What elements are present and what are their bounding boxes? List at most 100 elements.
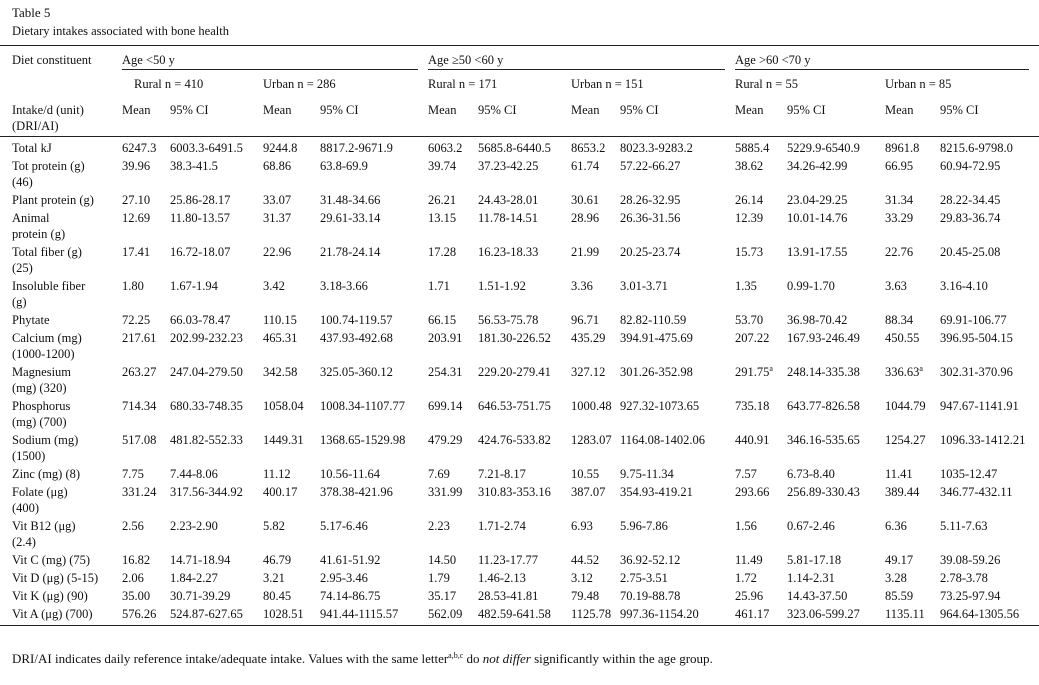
table-cell: 6247.3 xyxy=(122,141,157,155)
table-cell: 643.77-826.58 xyxy=(787,399,860,413)
table-cell: 941.44-1115.57 xyxy=(320,607,399,621)
table-cell: 1135.11 xyxy=(885,607,925,621)
unit-header: Intake/d (unit) (DRI/AI) xyxy=(0,92,122,137)
table-cell: 6063.2 xyxy=(428,141,463,155)
group-header: Age <50 y xyxy=(122,52,418,70)
table-cell: 79.48 xyxy=(571,589,600,603)
table-cell: 9.75-11.34 xyxy=(620,467,674,481)
table-cell: 6.36 xyxy=(885,519,907,533)
table-cell: 3.28 xyxy=(885,571,907,585)
table-cell: 1.84-2.27 xyxy=(170,571,218,585)
table-cell: 68.86 xyxy=(263,159,292,173)
table-cell: 396.95-504.15 xyxy=(940,331,1013,345)
table-cell: 8215.6-9798.0 xyxy=(940,141,1013,155)
table-cell: 35.17 xyxy=(428,589,457,603)
table-cell: 31.48-34.66 xyxy=(320,193,381,207)
table-cell: 400.17 xyxy=(263,485,298,499)
data-table: Diet constituent Age <50 y Age ≥50 <60 y Ag… xyxy=(0,45,1039,626)
row-label-line: Vit D (μg) (5-15) xyxy=(12,571,99,585)
table-row: Tot protein (g) (46) 39.96 38.3-41.5 68.86 63… xyxy=(0,156,1039,190)
table-cell: 2.78-3.78 xyxy=(940,571,988,585)
table-cell: 46.79 xyxy=(263,553,292,567)
table-cell: 248.14-335.38 xyxy=(787,365,860,379)
table-cell: 11.12 xyxy=(263,467,291,481)
cell-superscript: a xyxy=(769,364,773,373)
table-row: Total kJ 6247.3 6003.3-6491.5 9244.8 8817.2-… xyxy=(0,137,1039,157)
group-header: Age ≥50 <60 y xyxy=(428,52,725,70)
table-cell: 735.18 xyxy=(735,399,770,413)
table-cell: 482.59-641.58 xyxy=(478,607,551,621)
table-cell: 5.11-7.63 xyxy=(940,519,988,533)
subgroup-header: Rural n = 55 xyxy=(735,77,798,91)
row-label: Phytate xyxy=(0,310,122,328)
table-row: Folate (μg) (400) 331.24 317.56-344.92 400.1… xyxy=(0,482,1039,516)
table-cell: 202.99-232.23 xyxy=(170,331,243,345)
table-cell: 5.82 xyxy=(263,519,285,533)
cell-superscript: a xyxy=(919,364,923,373)
table-cell: 5685.8-6440.5 xyxy=(478,141,551,155)
table-cell: 680.33-748.35 xyxy=(170,399,243,413)
table-cell: 30.61 xyxy=(571,193,600,207)
table-cell: 15.73 xyxy=(735,245,764,259)
table-cell: 69.91-106.77 xyxy=(940,313,1007,327)
table-cell: 1.35 xyxy=(735,279,757,293)
table-cell: 293.66 xyxy=(735,485,770,499)
table-cell: 646.53-751.75 xyxy=(478,399,551,413)
table-cell: 23.04-29.25 xyxy=(787,193,848,207)
row-label-line: (g) xyxy=(12,295,27,309)
row-label: Tot protein (g) (46) xyxy=(0,156,122,190)
table-cell: 38.3-41.5 xyxy=(170,159,218,173)
table-cell: 517.08 xyxy=(122,433,157,447)
group-header: Age >60 <70 y xyxy=(735,52,1029,70)
table-row: Vit B12 (μg) (2.4) 2.56 2.23-2.90 5.82 5.17-6… xyxy=(0,516,1039,550)
table-cell: 1368.65-1529.98 xyxy=(320,433,406,447)
table-cell: 346.16-535.65 xyxy=(787,433,860,447)
row-label: Total kJ xyxy=(0,137,122,157)
table-cell: 11.41 xyxy=(885,467,913,481)
table-cell: 41.61-51.92 xyxy=(320,553,381,567)
table-row: Total fiber (g) (25) 17.41 16.72-18.07 22.96… xyxy=(0,242,1039,276)
row-label: Plant protein (g) xyxy=(0,190,122,208)
table-cell: 331.99 xyxy=(428,485,463,499)
row-label-line: Vit C (mg) (75) xyxy=(12,553,91,567)
table-cell: 7.21-8.17 xyxy=(478,467,526,481)
table-cell: 1008.34-1107.77 xyxy=(320,399,405,413)
table-cell: 39.96 xyxy=(122,159,151,173)
row-label-line: Phosphorus xyxy=(12,399,71,413)
table-cell: 181.30-226.52 xyxy=(478,331,551,345)
table-cell: 331.24 xyxy=(122,485,157,499)
table-cell: 5229.9-6540.9 xyxy=(787,141,860,155)
table-cell: 394.91-475.69 xyxy=(620,331,693,345)
row-label: Zinc (mg) (8) xyxy=(0,464,122,482)
table-cell: 699.14 xyxy=(428,399,463,413)
table-cell: 1.46-2.13 xyxy=(478,571,526,585)
table-cell: 14.43-37.50 xyxy=(787,589,848,603)
table-cell: 20.25-23.74 xyxy=(620,245,681,259)
table-cell: 82.82-110.59 xyxy=(620,313,687,327)
table-cell: 1035-12.47 xyxy=(940,467,998,481)
table-cell: 450.55 xyxy=(885,331,920,345)
table-cell: 44.52 xyxy=(571,553,600,567)
table-cell: 3.21 xyxy=(263,571,285,585)
table-cell: 100.74-119.57 xyxy=(320,313,393,327)
footnote-emphasis: not differ xyxy=(482,651,531,666)
row-label-line: (mg) (320) xyxy=(12,381,67,395)
table-cell: 1283.07 xyxy=(571,433,612,447)
table-row: Insoluble fiber (g) 1.80 1.67-1.94 3.42 3.18-… xyxy=(0,276,1039,310)
table-header: Diet constituent Age <50 y Age ≥50 <60 y Ag… xyxy=(0,46,1039,137)
table-cell: 254.31 xyxy=(428,365,463,379)
table-cell: 35.00 xyxy=(122,589,151,603)
table-cell: 72.25 xyxy=(122,313,151,327)
table-cell: 5.96-7.86 xyxy=(620,519,668,533)
table-cell: 317.56-344.92 xyxy=(170,485,243,499)
table-cell: 479.29 xyxy=(428,433,463,447)
table-cell: 1000.48 xyxy=(571,399,612,413)
table-cell: 1.71-2.74 xyxy=(478,519,526,533)
row-label-line: Phytate xyxy=(12,313,50,327)
table-cell: 56.53-75.78 xyxy=(478,313,539,327)
table-cell: 481.82-552.33 xyxy=(170,433,243,447)
table-cell: 66.15 xyxy=(428,313,457,327)
table-cell: 66.03-78.47 xyxy=(170,313,231,327)
row-label-line: (25) xyxy=(12,261,33,275)
